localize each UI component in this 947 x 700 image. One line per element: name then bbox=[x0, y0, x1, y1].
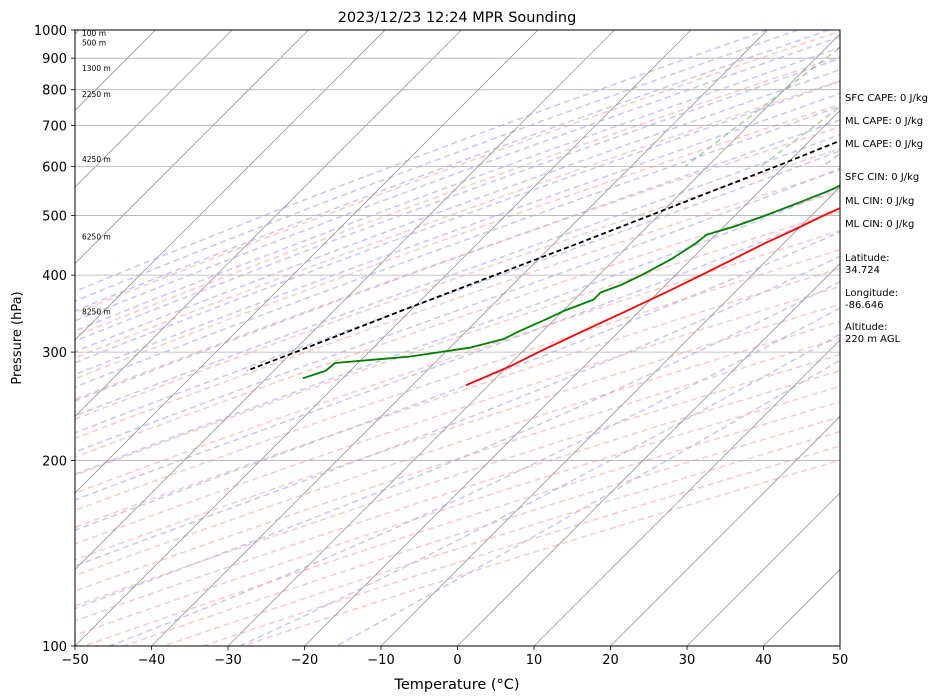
isotherm-line bbox=[304, 109, 840, 646]
moist-adiabat-line bbox=[75, 30, 799, 302]
height-label: 100 m bbox=[82, 29, 106, 38]
moist-adiabat-line bbox=[75, 46, 840, 332]
height-label: 4250 m bbox=[82, 155, 111, 164]
data-layer bbox=[246, 139, 840, 387]
dry-adiabat-line bbox=[75, 320, 840, 577]
x-tick-label: −20 bbox=[291, 653, 318, 668]
isotherm-line bbox=[75, 30, 539, 494]
dry-adiabat-line bbox=[75, 369, 840, 622]
y-tick-label: 500 bbox=[42, 209, 67, 224]
dry-adiabat-line bbox=[75, 248, 840, 512]
isotherm-line bbox=[151, 30, 768, 646]
height-label: 6250 m bbox=[82, 233, 111, 242]
y-tick-label: 1000 bbox=[34, 24, 67, 39]
dry-adiabat-line bbox=[75, 126, 840, 401]
x-tick-label: 10 bbox=[526, 653, 543, 668]
mixing-ratio-line bbox=[760, 105, 840, 168]
sfc-cape-annotation: SFC CAPE: 0 J/kg bbox=[845, 93, 928, 104]
longitude-annotation: Longitude: -86.646 bbox=[845, 288, 899, 311]
x-axis-label: Temperature (°C) bbox=[393, 677, 519, 693]
ml-cape-annotation-2: ML CAPE: 0 J/kg bbox=[845, 139, 924, 150]
dry-adiabat-line bbox=[75, 103, 840, 380]
y-tick-label: 900 bbox=[42, 52, 67, 67]
dry-adiabat-line bbox=[75, 285, 840, 545]
y-axis-label: Pressure (hPa) bbox=[10, 291, 25, 384]
temperature-profile-line bbox=[465, 207, 840, 387]
ml-cape-annotation: ML CAPE: 0 J/kg bbox=[845, 116, 924, 127]
plot-frame bbox=[74, 29, 841, 647]
moist-adiabat-line bbox=[75, 281, 840, 610]
moist-adiabat-line bbox=[75, 187, 840, 475]
x-tick-label: 30 bbox=[679, 653, 696, 668]
y-tick-label: 800 bbox=[42, 84, 67, 99]
chart-title: 2023/12/23 12:24 MPR Sounding bbox=[338, 10, 577, 26]
moist-adiabat-line bbox=[75, 149, 840, 434]
x-tick-label: −50 bbox=[61, 653, 88, 668]
isotherm-line bbox=[75, 30, 309, 265]
x-tick-label: −40 bbox=[138, 653, 165, 668]
height-label: 8250 m bbox=[82, 307, 111, 316]
y-tick-label: 600 bbox=[42, 161, 67, 176]
y-tick-label: 300 bbox=[42, 346, 67, 361]
isotherm-line bbox=[75, 30, 462, 418]
dry-adiabat-line bbox=[75, 190, 840, 458]
moist-adiabat-line bbox=[75, 255, 840, 567]
moist-adiabat-line bbox=[75, 105, 840, 388]
ml-cin-annotation: ML CIN: 0 J/kg bbox=[845, 196, 915, 207]
dry-adiabat-line bbox=[75, 337, 840, 592]
y-tick-label: 100 bbox=[42, 640, 67, 655]
x-tick-label: 40 bbox=[755, 653, 772, 668]
x-tick-label: −30 bbox=[214, 653, 241, 668]
moist-adiabat-line bbox=[75, 30, 829, 312]
sfc-cin-annotation: SFC CIN: 0 J/kg bbox=[845, 172, 920, 183]
isotherm-line bbox=[227, 33, 840, 646]
ml-cin-annotation-2: ML CIN: 0 J/kg bbox=[845, 219, 915, 230]
isotherm-line bbox=[457, 262, 840, 646]
x-tick-label: 0 bbox=[453, 653, 461, 668]
y-tick-label: 400 bbox=[42, 269, 67, 284]
isotherm-line bbox=[75, 30, 386, 341]
isotherm-line bbox=[75, 30, 692, 646]
isotherm-line bbox=[686, 492, 840, 646]
height-label: 1300 m bbox=[82, 64, 111, 73]
latitude-annotation: Latitude: 34.724 bbox=[845, 253, 890, 276]
moist-adiabat-line bbox=[75, 133, 840, 417]
moist-adiabat-line bbox=[75, 167, 840, 453]
moist-adiabat-line bbox=[109, 307, 840, 646]
isotherm-line bbox=[0, 30, 3, 646]
grid-layer bbox=[0, 30, 840, 646]
isotherm-line bbox=[533, 339, 840, 646]
x-tick-label: −10 bbox=[367, 653, 394, 668]
height-label: 2250 m bbox=[82, 90, 111, 99]
moist-adiabat-line bbox=[75, 35, 840, 322]
dry-adiabat-line bbox=[75, 79, 840, 359]
height-label: 500 m bbox=[82, 39, 106, 48]
y-tick-label: 200 bbox=[42, 455, 67, 470]
dry-adiabat-line bbox=[75, 30, 840, 315]
x-tick-label: 20 bbox=[602, 653, 619, 668]
isotherm-line bbox=[610, 415, 840, 646]
isotherm-line bbox=[75, 30, 615, 571]
dry-adiabat-line bbox=[75, 55, 840, 337]
isotherm-line bbox=[380, 186, 840, 646]
moist-adiabat-line bbox=[75, 30, 768, 293]
dry-adiabat-line bbox=[75, 229, 840, 494]
dry-adiabat-line bbox=[75, 148, 840, 420]
moist-adiabat-line bbox=[75, 92, 840, 376]
altitude-annotation: Altitude: 220 m AGL bbox=[845, 322, 901, 345]
mixing-ratio-line bbox=[684, 46, 840, 168]
x-tick-label: 50 bbox=[832, 653, 849, 668]
moist-adiabat-line bbox=[75, 231, 840, 531]
y-tick-label: 700 bbox=[42, 119, 67, 134]
isotherm-line bbox=[75, 30, 233, 188]
dry-adiabat-line bbox=[163, 430, 840, 646]
dewpoint-profile-line bbox=[302, 184, 840, 380]
moist-adiabat-line bbox=[75, 57, 840, 342]
